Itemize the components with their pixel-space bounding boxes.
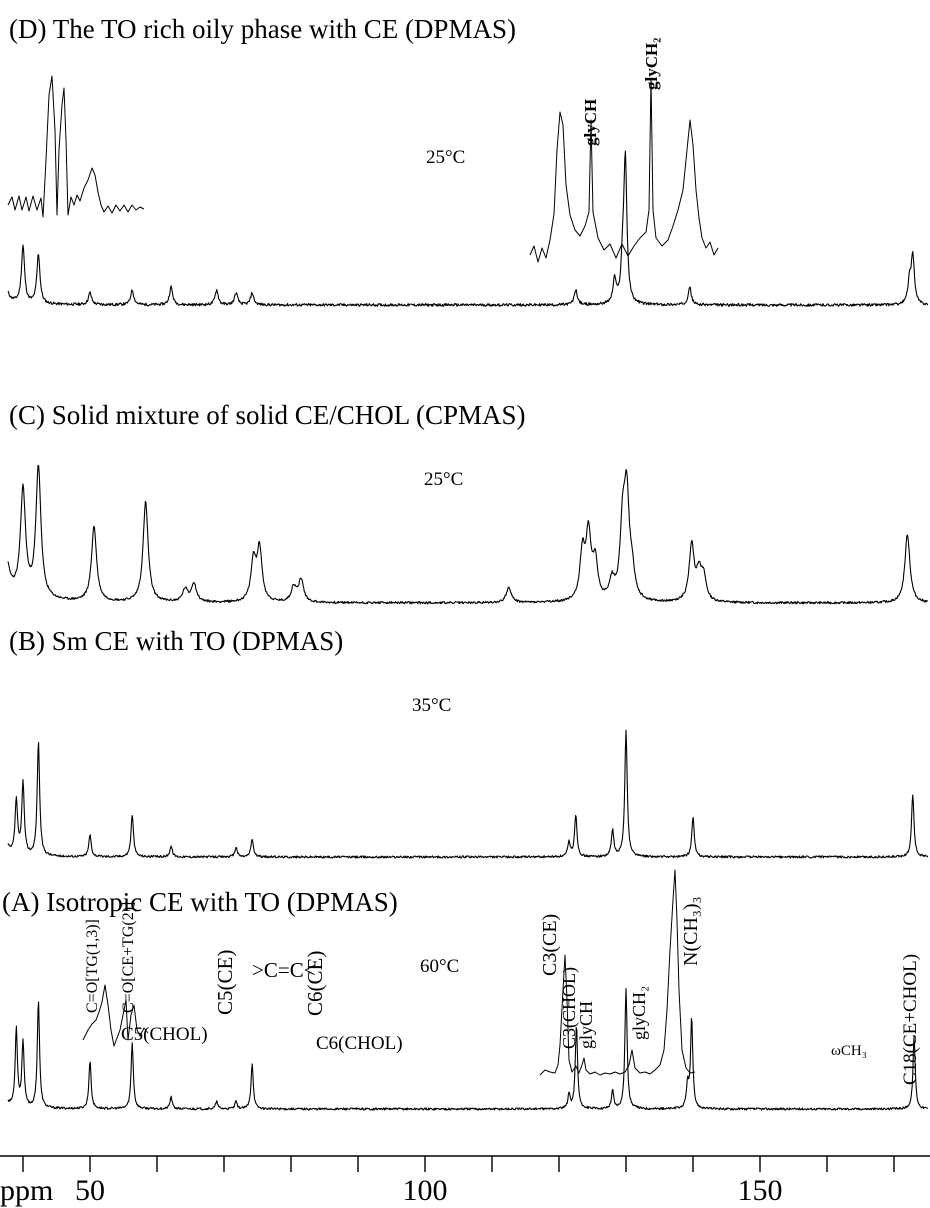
panel-a-carbonyl-inset [82, 984, 149, 1047]
panel-d-carbonyl-inset [7, 75, 145, 218]
panel-a-temperature: 60°C [420, 956, 459, 977]
ppm-tick-label-150: 150 [738, 1174, 783, 1207]
panel-a-annotation-c18: C18(CE+CHOL) [900, 954, 921, 1085]
panel-a-annotation-c3-chol: C3(CHOL) [559, 967, 580, 1049]
panel-d-glycerol-inset [529, 77, 719, 263]
panel-a-annotation-c6-chol: C6(CHOL) [316, 1033, 403, 1054]
ppm-axis-label: ppm [0, 1174, 53, 1207]
panel-c-temperature: 25°C [424, 469, 463, 490]
panel-a-annotation-c5-ce: C5(CE) [213, 950, 237, 1015]
panel-a-annotation-c3-ce: C3(CE) [539, 914, 561, 976]
panel-d-temperature: 25°C [426, 147, 465, 168]
panel-c-spectrum-trace [7, 464, 928, 605]
panel-a-annotation-glych: glyCH [576, 1001, 596, 1049]
panel-a-annotation-nch3: N(CH₃)₃ [680, 897, 702, 967]
panel-a-annotation-double-bond: >C=C< [252, 958, 316, 982]
panel-d-title: (D) The TO rich oily phase with CE (DPMA… [9, 14, 516, 44]
panel-a: (A) Isotropic CE with TO (DPMAS) 60°C C=… [2, 869, 929, 1111]
panel-c-title: (C) Solid mixture of solid CE/CHOL (CPMA… [9, 400, 526, 430]
panel-b-temperature: 35°C [412, 695, 451, 716]
panel-c: (C) Solid mixture of solid CE/CHOL (CPMA… [7, 400, 928, 605]
panel-a-glycerol-inset [539, 869, 696, 1076]
panel-a-annotation-co-ce-tg2: C=O[CE+TG(2)] [120, 902, 137, 1013]
ppm-tick-label-50: 50 [75, 1174, 105, 1207]
panel-b: (B) Sm CE with TO (DPMAS) 35°C [7, 626, 929, 859]
panel-d-spectrum-trace [7, 150, 929, 307]
panel-a-title: (A) Isotropic CE with TO (DPMAS) [2, 887, 398, 917]
panel-b-spectrum-trace [7, 729, 929, 859]
panel-d-annotation-glych2: glyCH₂ [642, 38, 661, 90]
panel-d-annotation-glych: glyCH [581, 99, 600, 146]
panel-b-title: (B) Sm CE with TO (DPMAS) [9, 626, 343, 656]
panel-a-annotation-omega-ch3: ωCH₃ [831, 1043, 867, 1059]
panel-a-annotation-glych2: glyCH₂ [629, 986, 649, 1040]
panel-a-annotation-c5-chol: C5(CHOL) [121, 1024, 208, 1045]
panel-a-spectrum-trace [7, 987, 929, 1111]
panel-d: (D) The TO rich oily phase with CE (DPMA… [7, 14, 929, 307]
panel-a-annotation-c6-ce: C6(CE) [303, 951, 327, 1016]
panel-a-annotation-co-tg13: C=O[TG(1,3)] [84, 919, 101, 1013]
ppm-tick-label-100: 100 [403, 1174, 448, 1207]
ppm-axis: 150 100 50 ppm [0, 1155, 930, 1207]
